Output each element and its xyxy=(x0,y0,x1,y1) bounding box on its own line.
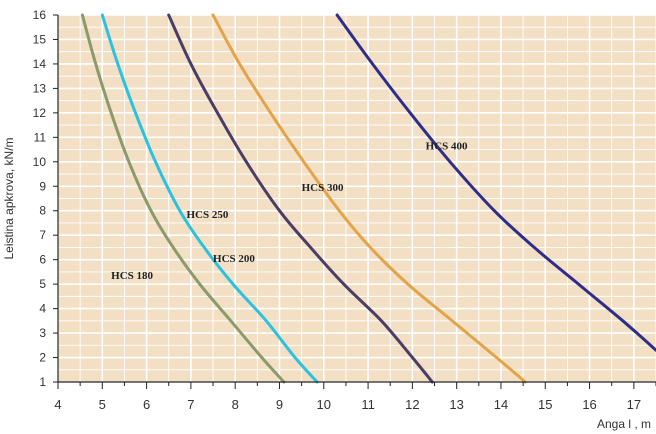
series-line xyxy=(167,13,434,384)
series-line xyxy=(211,13,527,384)
x-tick-label: 17 xyxy=(627,397,641,412)
y-tick-label: 13 xyxy=(33,81,47,95)
x-axis-label: Anga l , m xyxy=(597,417,651,431)
grid xyxy=(57,14,656,383)
axes xyxy=(53,14,656,389)
y-tick-label: 5 xyxy=(39,277,46,291)
x-tick-label: 10 xyxy=(317,397,331,412)
series-layer xyxy=(80,13,656,384)
y-tick-label: 8 xyxy=(39,204,46,218)
y-tick-label: 3 xyxy=(39,326,46,340)
y-tick-label: 7 xyxy=(39,228,46,242)
y-tick-label: 16 xyxy=(33,8,47,22)
x-tick-label: 6 xyxy=(143,397,150,412)
y-tick-label: 2 xyxy=(39,351,46,365)
y-tick-label: 6 xyxy=(39,253,46,267)
series-line xyxy=(100,13,319,384)
x-tick-label: 9 xyxy=(276,397,283,412)
x-tick-label: 7 xyxy=(187,397,194,412)
series-label: HCS 300 xyxy=(302,182,344,194)
y-tick-label: 10 xyxy=(33,155,47,169)
y-tick-label: 9 xyxy=(39,179,46,193)
x-tick-label: 14 xyxy=(494,397,508,412)
y-tick-label: 4 xyxy=(39,302,46,316)
x-tick-label: 5 xyxy=(99,397,106,412)
y-tick-label: 15 xyxy=(33,32,47,46)
series-label: HCS 200 xyxy=(213,253,255,265)
series-line xyxy=(80,13,286,384)
series-label: HCS 250 xyxy=(186,209,228,221)
y-tick-label: 11 xyxy=(34,130,47,144)
y-tick-label: 12 xyxy=(33,106,47,120)
y-tick-label: 1 xyxy=(39,375,46,389)
series-label: HCS 400 xyxy=(426,141,468,153)
x-tick-label: 11 xyxy=(361,397,375,412)
x-tick-label: 15 xyxy=(538,397,552,412)
series-labels: HCS 180 HCS 200 HCS 250 HCS 300 HCS 400 xyxy=(111,141,468,283)
x-tick-label: 4 xyxy=(54,397,61,412)
series-line xyxy=(335,13,656,352)
y-axis-label: Leistina apkrova, kN/m xyxy=(2,137,16,259)
x-tick-label: 12 xyxy=(405,397,419,412)
y-tick-label: 14 xyxy=(33,57,47,71)
x-tick-label: 13 xyxy=(449,397,463,412)
x-tick-label: 16 xyxy=(582,397,596,412)
series-label: HCS 180 xyxy=(111,270,153,282)
x-tick-label: 8 xyxy=(232,397,239,412)
